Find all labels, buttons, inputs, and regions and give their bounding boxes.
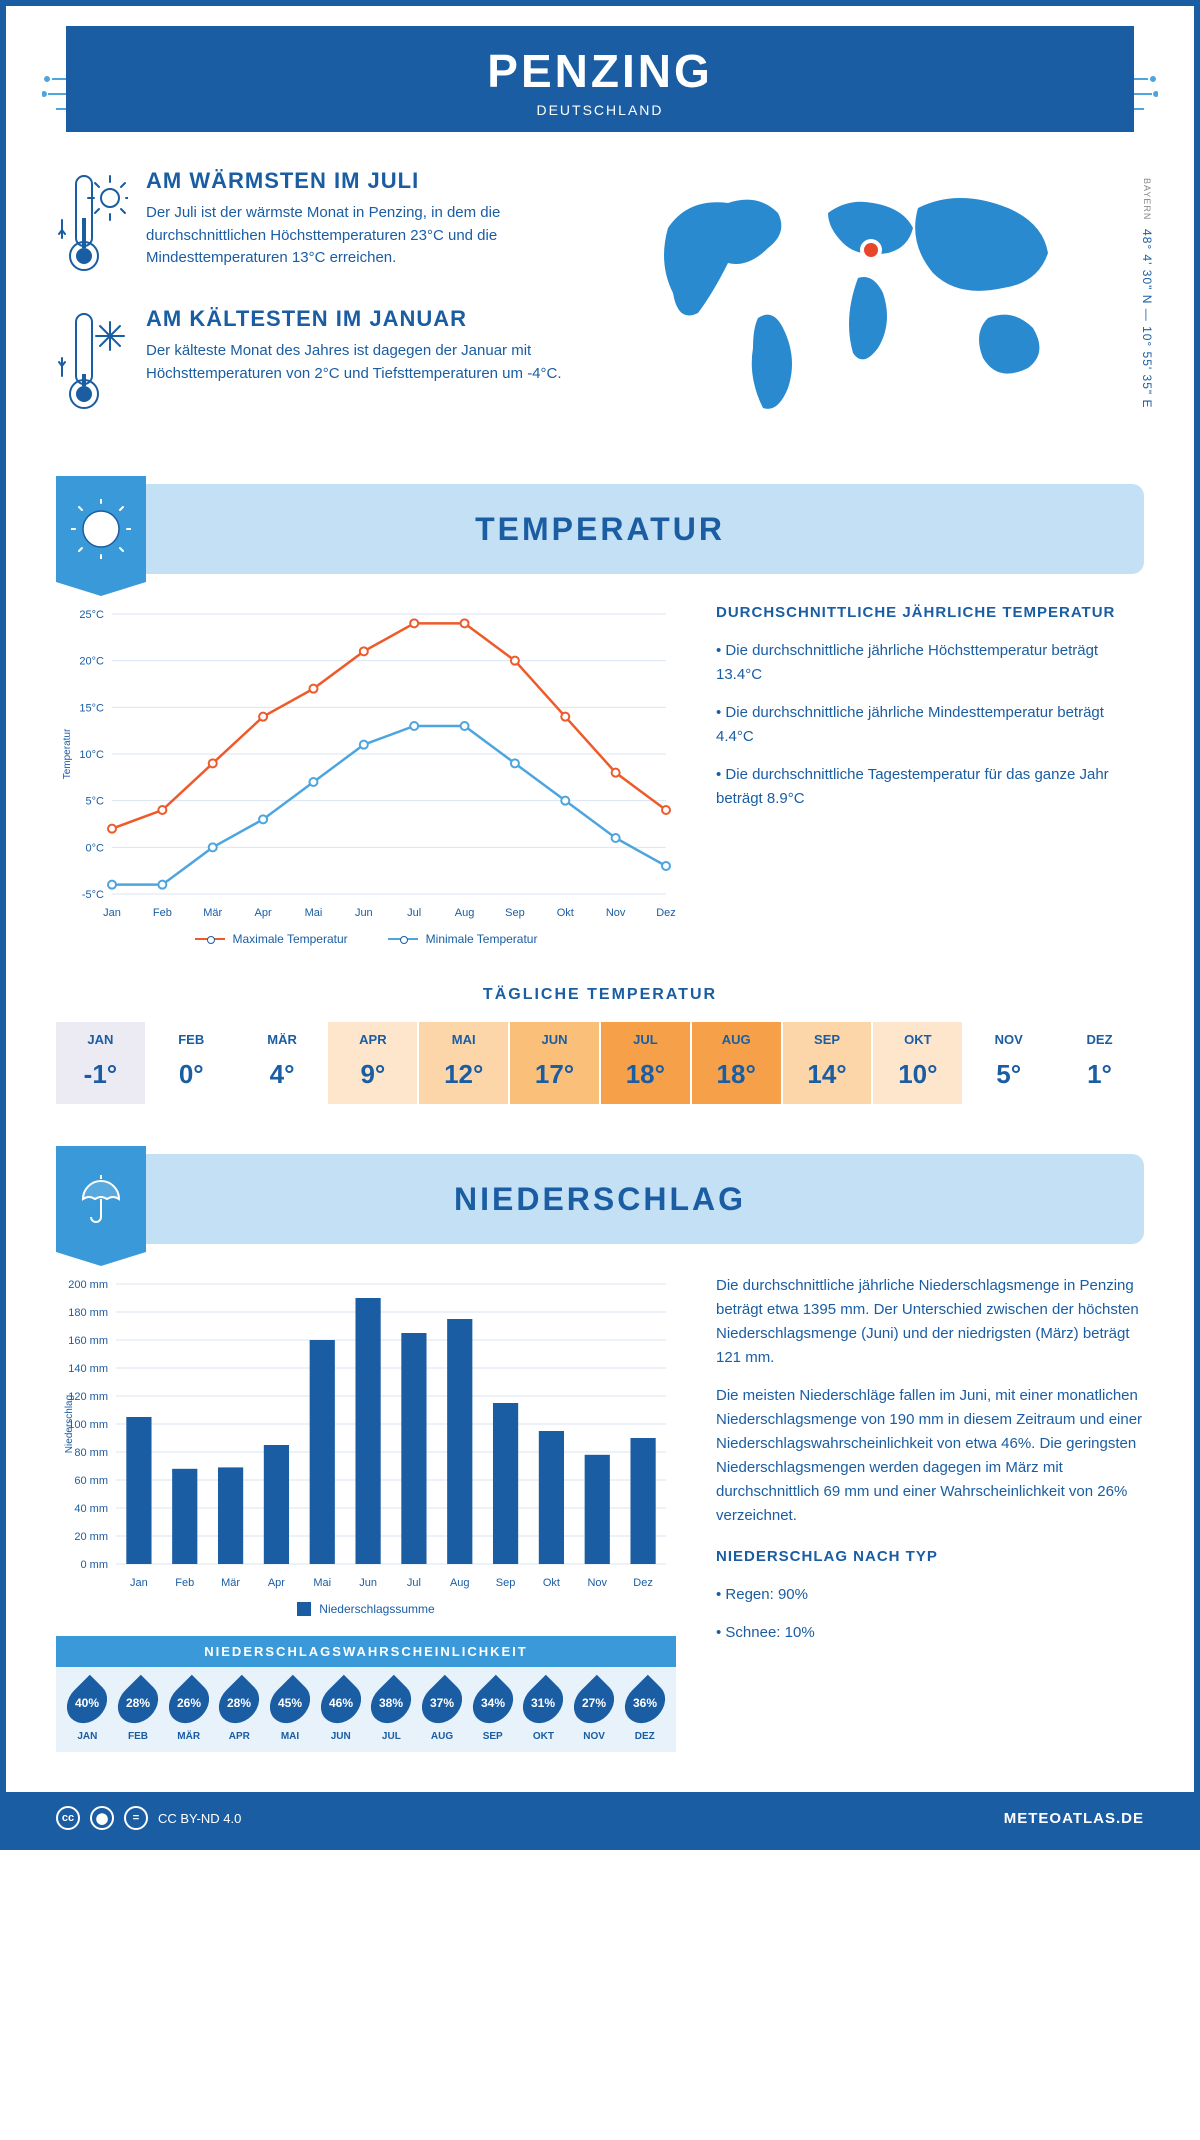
coldest-title: AM KÄLTESTEN IM JANUAR <box>146 306 598 332</box>
svg-text:20 mm: 20 mm <box>74 1531 108 1543</box>
site-name: METEOATLAS.DE <box>1004 1810 1144 1827</box>
temperature-line-chart: -5°C 0°C 5°C 10°C 15°C 20°C 25°C Jan Feb Mär Apr Ma… <box>56 604 676 946</box>
city-title: PENZING <box>66 44 1134 98</box>
svg-text:Nov: Nov <box>587 1577 607 1589</box>
license-text: CC BY-ND 4.0 <box>158 1811 241 1826</box>
nd-icon: = <box>124 1806 148 1830</box>
svg-text:20°C: 20°C <box>79 656 104 668</box>
svg-text:40 mm: 40 mm <box>74 1503 108 1515</box>
svg-text:80 mm: 80 mm <box>74 1447 108 1459</box>
svg-text:Sep: Sep <box>496 1577 516 1589</box>
warmest-text: Der Juli ist der wärmste Monat in Penzin… <box>146 202 598 270</box>
coordinates: BAYERN 48° 4' 30" N — 10° 55' 35" E <box>1140 178 1154 408</box>
thermometer-hot-icon <box>56 168 128 278</box>
country-subtitle: DEUTSCHLAND <box>66 102 1134 118</box>
svg-text:Feb: Feb <box>175 1577 194 1589</box>
svg-text:0°C: 0°C <box>86 842 105 854</box>
svg-text:Mai: Mai <box>313 1577 331 1589</box>
footer: cc ⬤ = CC BY-ND 4.0 METEOATLAS.DE <box>6 1792 1194 1844</box>
coldest-fact: AM KÄLTESTEN IM JANUAR Der kälteste Mona… <box>56 306 598 416</box>
svg-text:Jun: Jun <box>359 1577 377 1589</box>
header-banner: PENZING DEUTSCHLAND <box>66 26 1134 132</box>
svg-text:Niederschlag: Niederschlag <box>64 1395 75 1453</box>
svg-text:Jan: Jan <box>130 1577 148 1589</box>
precipitation-probability-box: NIEDERSCHLAGSWAHRSCHEINLICHKEIT 40%JAN28… <box>56 1636 676 1752</box>
umbrella-icon <box>56 1146 146 1252</box>
svg-text:Jun: Jun <box>355 907 373 919</box>
cc-icon: cc <box>56 1806 80 1830</box>
precipitation-bar-chart: 0 mm20 mm40 mm60 mm80 mm100 mm120 mm140 … <box>56 1274 676 1752</box>
svg-text:Nov: Nov <box>606 907 626 919</box>
svg-text:Feb: Feb <box>153 907 172 919</box>
precipitation-section-header: NIEDERSCHLAG <box>56 1154 1144 1244</box>
world-map: BAYERN 48° 4' 30" N — 10° 55' 35" E <box>628 168 1144 444</box>
precipitation-summary: Die durchschnittliche jährliche Niedersc… <box>716 1274 1144 1752</box>
svg-text:Mär: Mär <box>221 1577 240 1589</box>
thermometer-cold-icon <box>56 306 128 416</box>
svg-text:Dez: Dez <box>633 1577 653 1589</box>
daily-temperature-table: JAN-1°FEB0°MÄR4°APR9°MAI12°JUN17°JUL18°A… <box>56 1022 1144 1104</box>
svg-text:Aug: Aug <box>455 907 475 919</box>
temperature-summary: DURCHSCHNITTLICHE JÄHRLICHE TEMPERATUR •… <box>716 604 1144 946</box>
svg-text:10°C: 10°C <box>79 749 104 761</box>
svg-text:25°C: 25°C <box>79 609 104 621</box>
svg-text:Okt: Okt <box>557 907 574 919</box>
coldest-text: Der kälteste Monat des Jahres ist dagege… <box>146 340 598 385</box>
svg-text:Okt: Okt <box>543 1577 560 1589</box>
svg-text:Jan: Jan <box>103 907 121 919</box>
temperature-section-header: TEMPERATUR <box>56 484 1144 574</box>
svg-text:Apr: Apr <box>268 1577 285 1589</box>
svg-text:200 mm: 200 mm <box>68 1279 108 1291</box>
svg-text:Mär: Mär <box>203 907 222 919</box>
intro-section: AM WÄRMSTEN IM JULI Der Juli ist der wär… <box>6 132 1194 464</box>
svg-text:60 mm: 60 mm <box>74 1475 108 1487</box>
svg-text:0 mm: 0 mm <box>81 1559 109 1571</box>
svg-text:15°C: 15°C <box>79 702 104 714</box>
svg-text:Dez: Dez <box>656 907 676 919</box>
svg-text:140 mm: 140 mm <box>68 1363 108 1375</box>
by-icon: ⬤ <box>90 1806 114 1830</box>
svg-text:Sep: Sep <box>505 907 525 919</box>
svg-text:Jul: Jul <box>407 907 421 919</box>
warmest-fact: AM WÄRMSTEN IM JULI Der Juli ist der wär… <box>56 168 598 278</box>
svg-text:5°C: 5°C <box>86 796 105 808</box>
svg-text:Apr: Apr <box>255 907 272 919</box>
page-frame: PENZING DEUTSCHLAND AM WÄRMSTEN IM JULI … <box>0 0 1200 1850</box>
svg-text:Mai: Mai <box>305 907 323 919</box>
svg-text:Temperatur: Temperatur <box>62 728 73 779</box>
daily-temp-title: TÄGLICHE TEMPERATUR <box>6 986 1194 1004</box>
warmest-title: AM WÄRMSTEN IM JULI <box>146 168 598 194</box>
sun-icon <box>56 476 146 582</box>
svg-text:180 mm: 180 mm <box>68 1307 108 1319</box>
svg-text:-5°C: -5°C <box>82 889 104 901</box>
svg-text:Aug: Aug <box>450 1577 470 1589</box>
svg-text:160 mm: 160 mm <box>68 1335 108 1347</box>
svg-text:Jul: Jul <box>407 1577 421 1589</box>
